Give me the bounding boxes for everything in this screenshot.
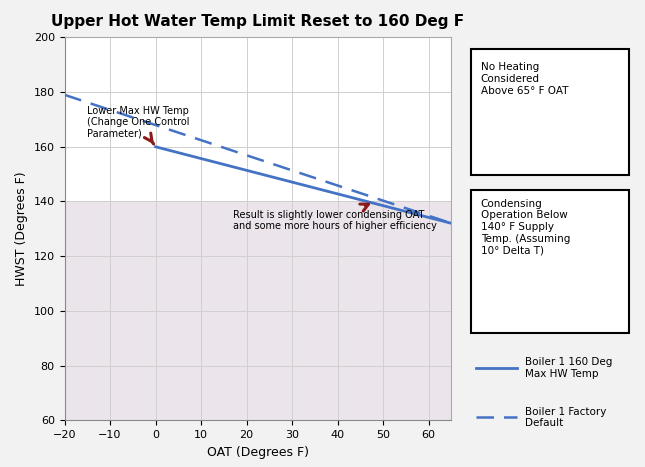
X-axis label: OAT (Degrees F): OAT (Degrees F) [207, 446, 309, 459]
Text: Condensing
Operation Below
140° F Supply
Temp. (Assuming
10° Delta T): Condensing Operation Below 140° F Supply… [481, 199, 570, 255]
Bar [64, 201, 452, 420]
Text: Lower Max HW Temp
(Change One Control
Parameter): Lower Max HW Temp (Change One Control Pa… [87, 106, 190, 144]
Text: No Heating
Considered
Above 65° F OAT: No Heating Considered Above 65° F OAT [481, 63, 568, 96]
FancyBboxPatch shape [471, 190, 629, 333]
Text: Boiler 1 Factory
Default: Boiler 1 Factory Default [525, 407, 606, 428]
FancyBboxPatch shape [471, 50, 629, 175]
Bar [64, 37, 452, 201]
Y-axis label: HWST (Degrees F): HWST (Degrees F) [15, 171, 28, 286]
Text: Upper Hot Water Temp Limit Reset to 160 Deg F: Upper Hot Water Temp Limit Reset to 160 … [52, 14, 464, 29]
Text: Result is slightly lower condensing OAT
and some more hours of higher efficiency: Result is slightly lower condensing OAT … [233, 204, 437, 231]
Text: Boiler 1 160 Deg
Max HW Temp: Boiler 1 160 Deg Max HW Temp [525, 357, 613, 379]
